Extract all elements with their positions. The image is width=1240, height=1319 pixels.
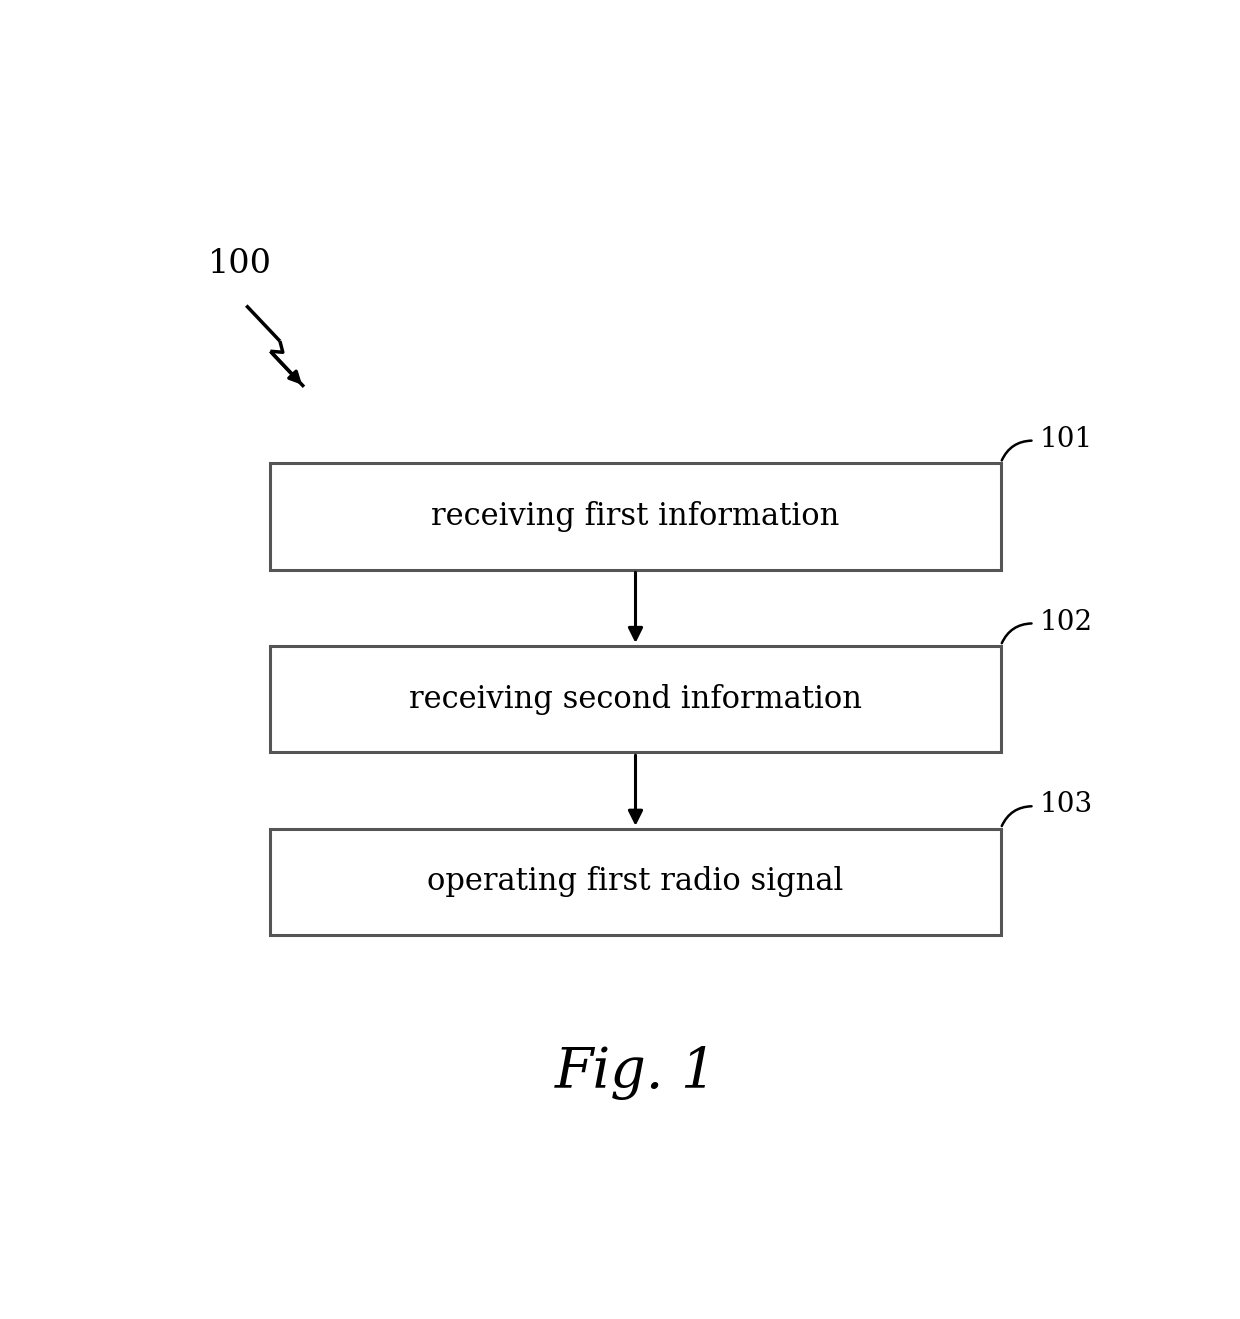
Text: receiving second information: receiving second information <box>409 683 862 715</box>
FancyBboxPatch shape <box>270 463 1001 570</box>
Text: receiving first information: receiving first information <box>432 501 839 532</box>
Text: 103: 103 <box>1039 791 1092 818</box>
Text: Fig. 1: Fig. 1 <box>554 1045 717 1100</box>
Text: operating first radio signal: operating first radio signal <box>428 867 843 897</box>
Text: 102: 102 <box>1039 608 1092 636</box>
Text: 100: 100 <box>208 248 272 280</box>
FancyBboxPatch shape <box>270 828 1001 935</box>
FancyBboxPatch shape <box>270 646 1001 752</box>
Text: 101: 101 <box>1039 426 1092 452</box>
